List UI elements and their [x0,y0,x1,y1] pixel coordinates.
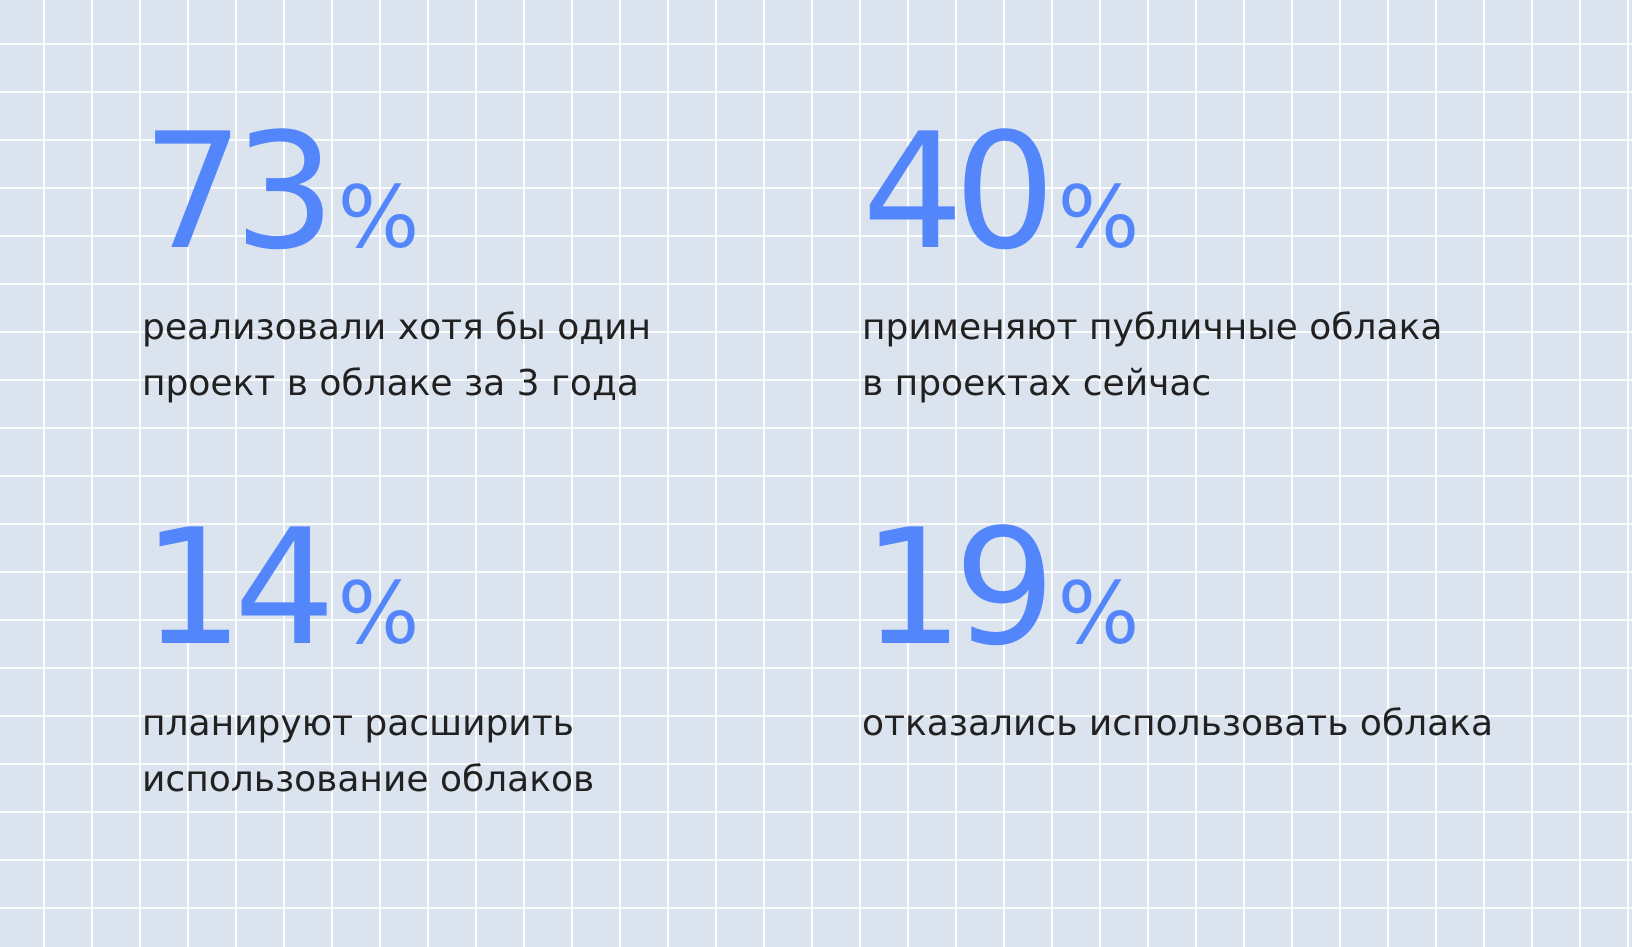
stat-caption: отказались использовать облака [862,696,1493,752]
stat-number: 40% [862,112,1502,272]
percent-sign: % [337,168,420,268]
caption-line: применяют публичные облака [862,307,1443,348]
stat-caption: применяют публичные облака в проектах се… [862,300,1442,412]
stat-block-2: 40% применяют публичные облака в проекта… [862,112,1502,405]
stat-block-1: 73% реализовали хотя бы один проект в об… [142,112,782,405]
stat-value: 19 [862,494,1056,681]
caption-line: использование облаков [142,759,595,800]
stat-number: 73% [142,112,782,272]
caption-line: реализовали хотя бы один [142,307,652,348]
stat-number: 19% [862,508,1502,668]
percent-sign: % [1057,564,1140,664]
stat-value: 14 [142,494,336,681]
percent-sign: % [1057,168,1140,268]
caption-line: отказались использовать облака [862,703,1494,744]
percent-sign: % [337,564,420,664]
caption-line: в проектах сейчас [862,363,1212,404]
stat-block-4: 19% отказались использовать облака [862,508,1502,745]
stat-value: 73 [142,98,336,285]
stat-value: 40 [862,98,1056,285]
stat-block-3: 14% планируют расширить использование об… [142,508,782,801]
stat-number: 14% [142,508,782,668]
stat-caption: реализовали хотя бы один проект в облаке… [142,300,651,412]
stat-caption: планируют расширить использование облако… [142,696,594,808]
caption-line: планируют расширить [142,703,574,744]
caption-line: проект в облаке за 3 года [142,363,639,404]
